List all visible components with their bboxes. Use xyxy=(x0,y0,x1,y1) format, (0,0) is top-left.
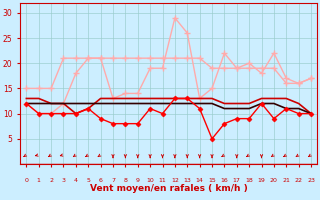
X-axis label: Vent moyen/en rafales ( km/h ): Vent moyen/en rafales ( km/h ) xyxy=(90,184,248,193)
